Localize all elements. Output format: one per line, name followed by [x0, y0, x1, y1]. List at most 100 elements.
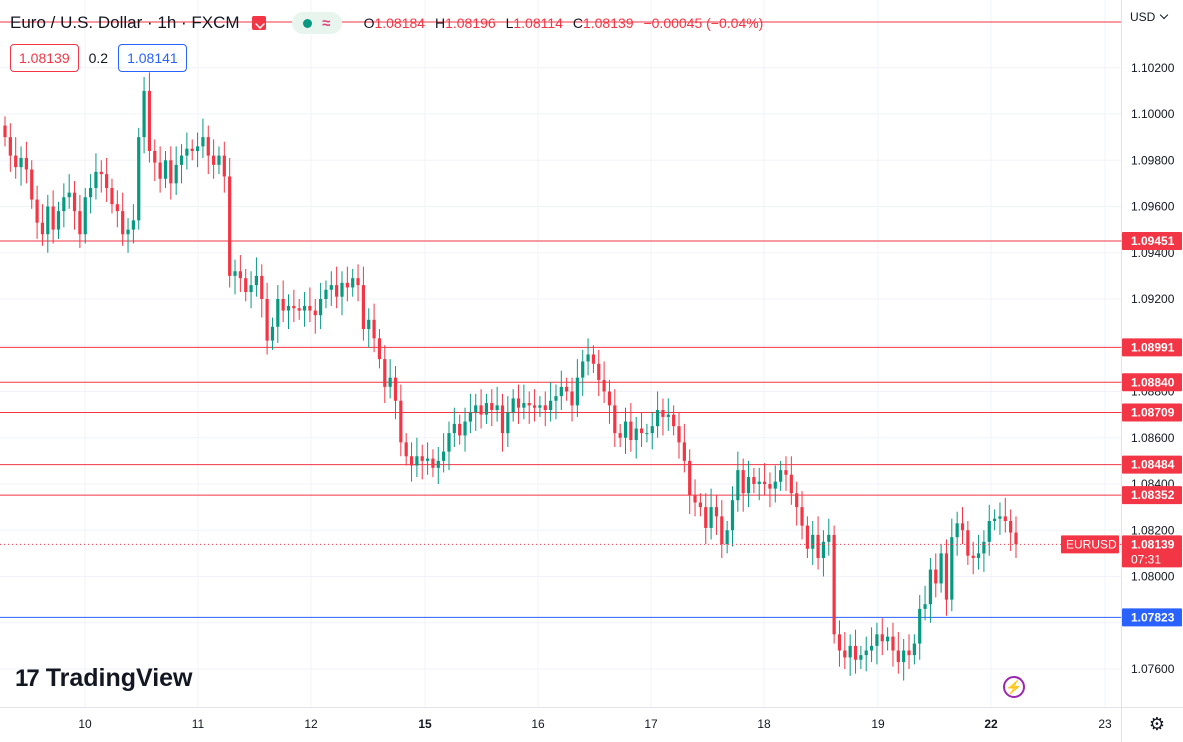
- candle-body[interactable]: [393, 377, 398, 401]
- buy-button[interactable]: 1.08141: [118, 44, 187, 72]
- candle-body[interactable]: [843, 650, 847, 658]
- candle-body[interactable]: [698, 502, 703, 508]
- candle-body[interactable]: [153, 151, 157, 163]
- candle-body[interactable]: [688, 460, 692, 496]
- candle-body[interactable]: [281, 299, 285, 311]
- candle-body[interactable]: [704, 507, 708, 528]
- lightning-icon[interactable]: ⚡: [1003, 676, 1025, 698]
- candle-body[interactable]: [94, 171, 98, 188]
- candle-body[interactable]: [447, 433, 451, 452]
- candle-body[interactable]: [928, 569, 933, 605]
- candle-body[interactable]: [709, 507, 713, 528]
- candle-body[interactable]: [725, 530, 729, 545]
- candle-body[interactable]: [206, 137, 210, 156]
- candle-body[interactable]: [960, 523, 965, 531]
- candle-body[interactable]: [864, 650, 868, 656]
- candle-body[interactable]: [292, 305, 296, 309]
- symbol-title[interactable]: Euro / U.S. Dollar · 1h · FXCM: [10, 13, 240, 32]
- candle-body[interactable]: [666, 414, 670, 417]
- candle-body[interactable]: [998, 516, 1002, 519]
- candle-body[interactable]: [110, 188, 114, 205]
- candle-body[interactable]: [757, 481, 761, 484]
- candle-body[interactable]: [345, 282, 349, 288]
- market-status[interactable]: ≈: [291, 12, 342, 34]
- candle-body[interactable]: [549, 400, 553, 410]
- candle-body[interactable]: [46, 206, 50, 235]
- candle-body[interactable]: [185, 148, 189, 156]
- candle-body[interactable]: [789, 474, 793, 494]
- candle-body[interactable]: [297, 308, 301, 311]
- candle-body[interactable]: [335, 285, 339, 297]
- candle-body[interactable]: [19, 157, 23, 168]
- candle-body[interactable]: [918, 608, 922, 644]
- candle-body[interactable]: [24, 157, 29, 170]
- candle-body[interactable]: [950, 537, 954, 600]
- candle-body[interactable]: [40, 222, 45, 235]
- candle-body[interactable]: [484, 403, 489, 415]
- candle-body[interactable]: [436, 460, 440, 468]
- candle-body[interactable]: [383, 359, 387, 387]
- candle-body[interactable]: [543, 405, 547, 410]
- candle-body[interactable]: [538, 405, 542, 408]
- candle-body[interactable]: [228, 176, 232, 276]
- candle-body[interactable]: [532, 405, 537, 408]
- candle-body[interactable]: [645, 433, 649, 435]
- candle-body[interactable]: [634, 428, 638, 441]
- candle-body[interactable]: [399, 400, 403, 443]
- candle-body[interactable]: [629, 421, 633, 441]
- candle-body[interactable]: [8, 137, 12, 156]
- candle-body[interactable]: [746, 477, 751, 494]
- candle-body[interactable]: [811, 534, 815, 549]
- candle-body[interactable]: [570, 391, 574, 406]
- candle-body[interactable]: [875, 634, 879, 646]
- candle-body[interactable]: [779, 470, 783, 482]
- candle-body[interactable]: [409, 456, 414, 466]
- candle-body[interactable]: [233, 271, 237, 276]
- candle-body[interactable]: [62, 197, 66, 212]
- candle-body[interactable]: [318, 299, 323, 316]
- candle-body[interactable]: [982, 541, 986, 554]
- currency-selector[interactable]: USD: [1130, 10, 1169, 24]
- candle-body[interactable]: [554, 396, 558, 401]
- candle-body[interactable]: [490, 403, 494, 410]
- level-price-tag[interactable]: [1122, 486, 1182, 505]
- candle-body[interactable]: [142, 90, 146, 138]
- candle-body[interactable]: [88, 188, 93, 198]
- current-price-tag[interactable]: [1122, 535, 1182, 568]
- candle-body[interactable]: [495, 405, 499, 410]
- candle-body[interactable]: [442, 451, 446, 461]
- candle-body[interactable]: [276, 299, 280, 327]
- candle-body[interactable]: [158, 162, 162, 179]
- candle-body[interactable]: [714, 507, 719, 517]
- candle-body[interactable]: [174, 164, 178, 184]
- sell-button[interactable]: 1.08139: [10, 44, 79, 72]
- candle-body[interactable]: [468, 412, 472, 422]
- candle-body[interactable]: [522, 403, 526, 408]
- candle-body[interactable]: [527, 403, 531, 406]
- candle-body[interactable]: [934, 569, 938, 584]
- candle-body[interactable]: [591, 354, 596, 364]
- candle-body[interactable]: [966, 530, 970, 556]
- candle-body[interactable]: [388, 377, 392, 387]
- candle-body[interactable]: [730, 500, 735, 531]
- candle-body[interactable]: [308, 305, 312, 311]
- candle-body[interactable]: [795, 493, 799, 508]
- candle-body[interactable]: [896, 650, 900, 663]
- candle-body[interactable]: [623, 421, 628, 438]
- candle-body[interactable]: [597, 363, 601, 380]
- candle-body[interactable]: [902, 650, 906, 663]
- candle-body[interactable]: [880, 634, 884, 642]
- candle-body[interactable]: [479, 405, 483, 415]
- candle-body[interactable]: [500, 405, 505, 434]
- candle-body[interactable]: [655, 410, 660, 427]
- candle-body[interactable]: [212, 155, 216, 165]
- candle-body[interactable]: [741, 470, 745, 494]
- candle-body[interactable]: [265, 299, 269, 341]
- candle-body[interactable]: [377, 338, 382, 360]
- candle-body[interactable]: [586, 354, 590, 362]
- level-price-tag[interactable]: [1122, 403, 1182, 422]
- candle-body[interactable]: [506, 412, 510, 434]
- candle-body[interactable]: [425, 458, 430, 461]
- candle-body[interactable]: [602, 379, 606, 392]
- candle-body[interactable]: [805, 525, 809, 549]
